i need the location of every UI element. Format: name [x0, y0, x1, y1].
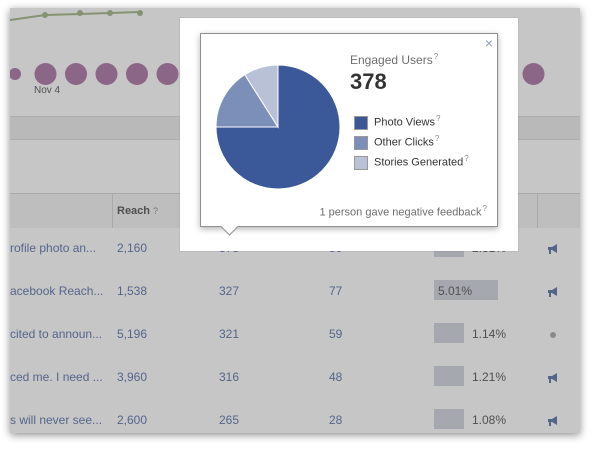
- table-row[interactable]: acebook Reach... 1,538 327 77 5.01%: [10, 271, 580, 315]
- virality-bar: [434, 323, 464, 343]
- column-header-reach[interactable]: Reach?: [117, 205, 158, 217]
- dot-icon[interactable]: [546, 328, 560, 342]
- timeline-post-dot[interactable]: [10, 68, 21, 80]
- pie-slice-other-clicks: [215, 73, 279, 128]
- post-title-link[interactable]: ced me. I need ...: [10, 370, 103, 384]
- post-title-link[interactable]: rofile photo an...: [10, 241, 97, 255]
- timeline-line-point: [77, 10, 83, 16]
- table-row[interactable]: ced me. I need ... 3,960 316 48 1.21%: [10, 357, 580, 401]
- virality-value: 5.01%: [438, 284, 473, 298]
- megaphone-icon[interactable]: [546, 414, 560, 428]
- reach-value: 2,600: [117, 413, 148, 427]
- timeline-trend-line: [10, 11, 141, 21]
- virality-bar: [434, 280, 498, 300]
- engaged-users-value: 378: [350, 69, 387, 94]
- engaged-users-link[interactable]: 327: [219, 284, 240, 298]
- megaphone-icon[interactable]: [546, 242, 560, 256]
- engaged-users-tooltip: × Engaged Users? 378 Photo Views? Other C…: [200, 33, 498, 227]
- legend-swatch: [354, 135, 368, 150]
- timeline-post-dot[interactable]: [65, 63, 87, 85]
- talking-about-value: 28: [329, 413, 343, 427]
- reach-value: 2,160: [117, 241, 148, 255]
- reach-value: 1,538: [117, 284, 148, 298]
- timeline-line-point: [42, 12, 48, 18]
- negative-feedback-note: 1 person gave negative feedback?: [319, 204, 487, 219]
- help-icon[interactable]: ?: [433, 52, 439, 61]
- negative-feedback-text: 1 person gave negative feedback: [319, 206, 482, 219]
- timeline-line-point: [107, 10, 113, 16]
- virality-bar: [434, 366, 464, 386]
- column-divider: [112, 194, 113, 228]
- engaged-users-link[interactable]: 321: [219, 327, 240, 341]
- virality-value: 1.08%: [472, 413, 507, 427]
- timeline-post-dot[interactable]: [522, 63, 545, 85]
- legend-item: Other Clicks?: [354, 134, 494, 150]
- insights-window: Nov 4 Reach? rofile photo an... 2,160 378 5…: [10, 8, 580, 433]
- virality-value: 1.21%: [472, 370, 507, 384]
- talking-about-value: 48: [329, 370, 343, 384]
- legend-swatch: [354, 115, 368, 130]
- help-icon[interactable]: ?: [434, 134, 440, 143]
- legend-label: Other Clicks: [374, 136, 434, 149]
- engaged-users-title: Engaged Users?: [350, 52, 438, 67]
- reach-value: 3,960: [117, 370, 148, 384]
- talking-about-value: 77: [329, 284, 343, 298]
- reach-value: 5,196: [117, 327, 148, 341]
- table-row[interactable]: cited to announ... 5,196 321 59 1.14%: [10, 314, 580, 358]
- help-icon[interactable]: ?: [464, 154, 469, 163]
- column-divider: [537, 194, 538, 228]
- help-icon[interactable]: ?: [153, 206, 159, 216]
- megaphone-icon[interactable]: [546, 371, 560, 385]
- timeline-post-dot[interactable]: [95, 63, 118, 85]
- column-header-reach-label: Reach: [117, 205, 151, 217]
- timeline-post-dot[interactable]: [34, 63, 57, 85]
- legend-swatch: [354, 155, 368, 170]
- pie-slice-stories-generated: [244, 64, 279, 129]
- talking-about-value: 59: [329, 327, 343, 341]
- engaged-users-pie-chart: [215, 64, 341, 190]
- post-title-link[interactable]: acebook Reach...: [10, 284, 104, 298]
- timeline-line-point: [137, 10, 143, 16]
- help-icon[interactable]: ?: [482, 204, 487, 213]
- engaged-users-link[interactable]: 316: [219, 370, 240, 384]
- legend-label: Stories Generated: [374, 156, 464, 169]
- virality-bar: [434, 409, 464, 429]
- table-row[interactable]: s will never see... 2,600 265 28 1.08%: [10, 400, 580, 433]
- timeline-post-dot[interactable]: [156, 63, 179, 85]
- post-title-link[interactable]: s will never see...: [10, 413, 103, 427]
- virality-value: 1.14%: [472, 327, 507, 341]
- post-title-link[interactable]: cited to announ...: [10, 327, 103, 341]
- timeline-post-dot[interactable]: [126, 63, 148, 85]
- timeline-date-label: Nov 4: [34, 85, 61, 96]
- engaged-users-title-text: Engaged Users: [350, 53, 433, 67]
- legend-item: Stories Generated?: [354, 154, 494, 170]
- legend-label: Photo Views: [374, 116, 435, 129]
- close-icon[interactable]: ×: [484, 35, 493, 51]
- help-icon[interactable]: ?: [435, 114, 441, 123]
- megaphone-icon[interactable]: [546, 285, 560, 299]
- engaged-users-link[interactable]: 265: [219, 413, 240, 427]
- legend-item: Photo Views?: [354, 114, 494, 130]
